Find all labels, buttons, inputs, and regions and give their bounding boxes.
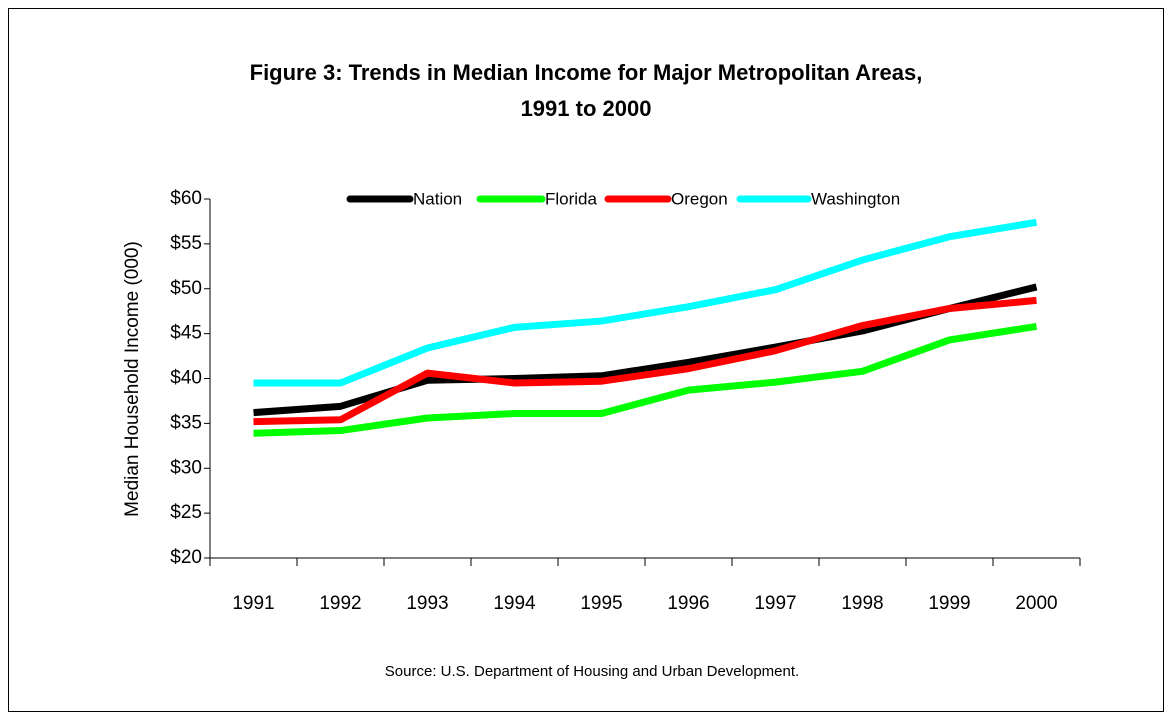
x-tick-label: 1994: [493, 593, 536, 614]
series-line: [253, 322, 1038, 437]
legend-label: Washington: [811, 189, 900, 208]
source: Source: U.S. Department of Housing and U…: [385, 663, 799, 680]
x-tick-label: 1997: [754, 593, 796, 614]
legend-label: Florida: [545, 189, 598, 208]
series-line: [253, 296, 1037, 426]
x-tick-label: 1998: [841, 593, 883, 614]
y-tick-label: $55: [170, 233, 202, 254]
chart-title: 1991 to 2000: [521, 96, 652, 121]
y-tick-label: $20: [170, 547, 202, 568]
legend-label: Nation: [413, 189, 462, 208]
x-tick-label: 2000: [1015, 593, 1057, 614]
x-tick-label: 1996: [667, 593, 709, 614]
chart-title: Figure 3: Trends in Median Income for Ma…: [250, 60, 923, 85]
x-tick-label: 1999: [928, 593, 970, 614]
series-line: [253, 218, 1038, 387]
x-tick-label: 1992: [319, 593, 361, 614]
y-tick-label: $45: [170, 323, 202, 344]
x-tick-label: 1991: [232, 593, 274, 614]
y-axis-label: Median Household Income (000): [122, 241, 143, 517]
y-tick-label: $40: [170, 368, 202, 389]
x-tick-label: 1993: [406, 593, 448, 614]
frame: [8, 8, 1164, 712]
x-tick-label: 1995: [580, 593, 622, 614]
y-tick-label: $25: [170, 502, 202, 523]
legend-label: Oregon: [671, 189, 728, 208]
y-tick-label: $60: [170, 188, 202, 209]
y-tick-label: $50: [170, 278, 202, 299]
y-tick-label: $30: [170, 457, 202, 478]
y-tick-label: $35: [170, 412, 202, 433]
